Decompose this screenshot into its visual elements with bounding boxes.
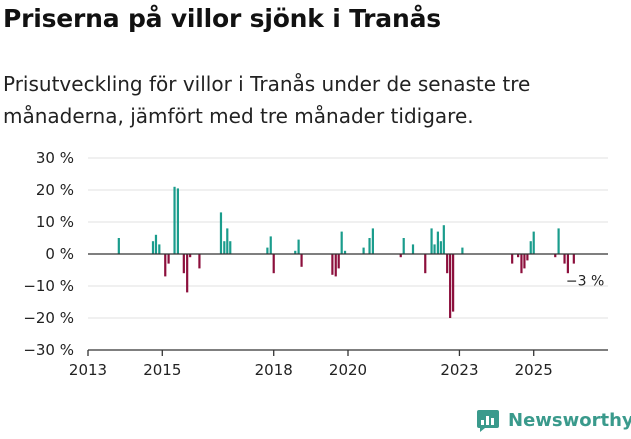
- bar: [337, 254, 340, 269]
- bar: [266, 247, 269, 254]
- bar: [554, 254, 557, 258]
- bar: [154, 234, 158, 254]
- bar: [424, 254, 427, 274]
- bar: [223, 241, 226, 254]
- bar: [511, 254, 514, 264]
- bar: [442, 225, 445, 254]
- last-value-label: −3 %: [566, 274, 604, 290]
- y-axis-labels: 30 % 20 % 10 % 0 % −10 % −20 % −30 %: [23, 149, 74, 359]
- bar: [189, 254, 192, 258]
- x-tick-label: 2025: [515, 361, 553, 379]
- bar: [566, 254, 569, 274]
- bar: [563, 254, 566, 264]
- bar: [532, 231, 535, 254]
- bar: [452, 254, 455, 312]
- bar: [331, 254, 334, 275]
- bar: [362, 247, 365, 254]
- bar-chart: 30 %20 %10 %0 %−10 %−20 %−30 % 2013 2015 2…: [23, 149, 608, 379]
- bar: [334, 254, 337, 277]
- chart-subtitle: Prisutveckling för villor i Tranås under…: [3, 72, 531, 128]
- bar: [526, 254, 529, 261]
- bar: [517, 254, 520, 258]
- bar: [430, 228, 433, 254]
- bar: [557, 228, 560, 254]
- y-tick-label: −10 %: [23, 277, 74, 295]
- bar: [229, 241, 232, 254]
- bar: [186, 254, 189, 293]
- bar: [433, 244, 436, 254]
- bar: [297, 239, 300, 254]
- bar: [173, 186, 176, 254]
- bar: [158, 244, 161, 254]
- bar: [182, 254, 185, 274]
- bar: [436, 231, 439, 254]
- bars: [117, 186, 575, 318]
- bar: [151, 241, 155, 254]
- bar: [411, 244, 415, 254]
- bar: [461, 247, 464, 254]
- bar: [446, 254, 449, 274]
- y-tick-label: −30 %: [23, 341, 74, 359]
- y-tick-label: 10 %: [36, 213, 74, 231]
- bar: [167, 254, 170, 264]
- x-tick-label: 2013: [69, 361, 107, 379]
- x-tick-label: 2020: [329, 361, 367, 379]
- x-axis-labels: 2013 2015 2018 2020 2023 2025: [69, 361, 553, 379]
- bar: [226, 228, 229, 254]
- y-tick-label: 30 %: [36, 149, 74, 167]
- chart-title: Priserna på villor sjönk i Tranås: [3, 4, 441, 33]
- axes: [87, 253, 608, 356]
- bar: [371, 228, 374, 254]
- bar: [520, 254, 523, 274]
- x-tick-label: 2015: [143, 361, 181, 379]
- bar: [399, 254, 402, 258]
- bar: [523, 254, 526, 269]
- bar: [294, 250, 297, 254]
- bar: [176, 188, 179, 254]
- newsworthy-logo-icon: [477, 410, 499, 432]
- bar: [449, 254, 452, 318]
- bar: [572, 254, 575, 264]
- bar: [164, 254, 167, 277]
- bar: [300, 254, 303, 267]
- bar: [272, 254, 275, 274]
- bar: [198, 254, 201, 269]
- bar: [340, 231, 343, 254]
- bar: [439, 241, 442, 254]
- bar: [219, 212, 223, 254]
- y-tick-label: 20 %: [36, 181, 74, 199]
- x-tick-label: 2023: [440, 361, 478, 379]
- y-tick-label: −20 %: [23, 309, 74, 327]
- bar: [117, 238, 120, 254]
- bar: [343, 250, 347, 254]
- x-tick-label: 2018: [255, 361, 293, 379]
- newsworthy-logo-text: Newsworthy: [508, 409, 631, 431]
- newsworthy-logo: Newsworthy: [476, 408, 631, 432]
- bar: [269, 236, 272, 254]
- bar: [529, 241, 532, 254]
- y-tick-label: 0 %: [45, 245, 74, 263]
- annotations: −3 %: [566, 274, 604, 290]
- bar: [402, 238, 405, 254]
- bar: [368, 238, 371, 254]
